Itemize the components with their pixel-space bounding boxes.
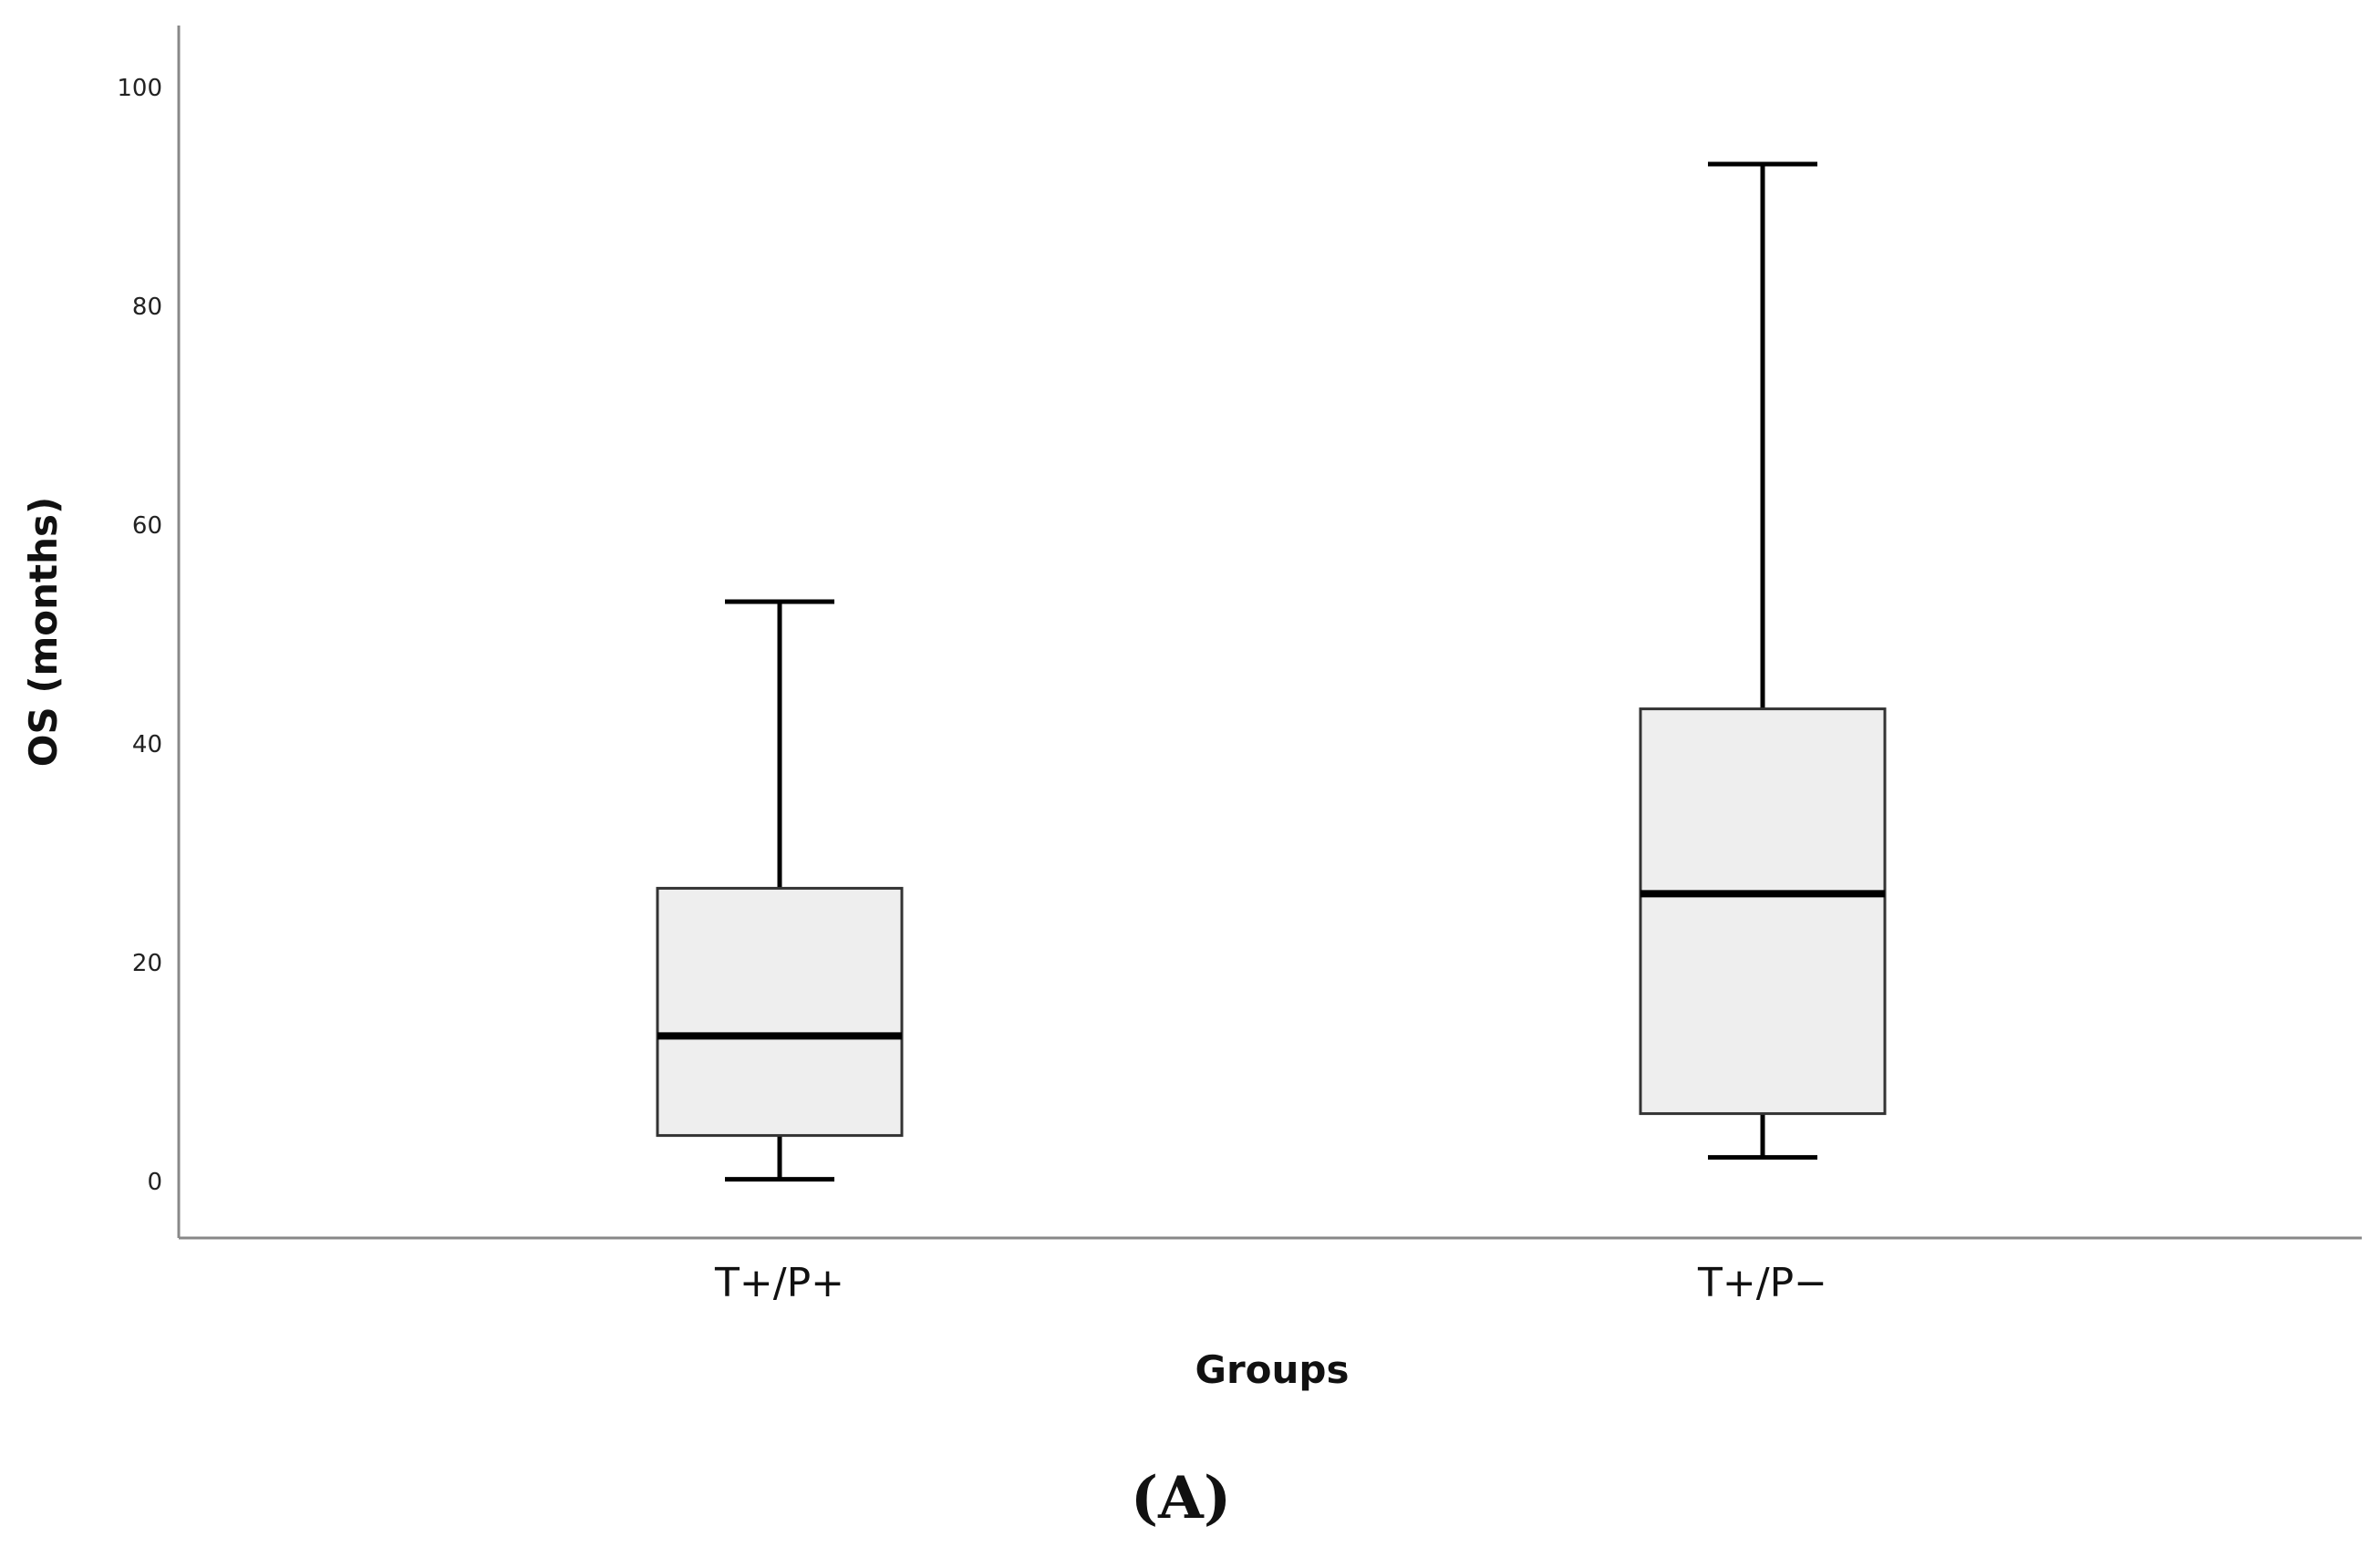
iqr-box [1639,707,1887,1116]
y-tick-label: 80 [132,294,162,321]
box-group [1639,161,1887,1160]
y-axis-title: OS (months) [21,497,66,767]
y-tick-label: 100 [117,75,162,102]
y-axis-ticks: 0 20 40 60 80 100 [117,75,162,1196]
box-series [656,161,1887,1182]
y-tick-label: 20 [132,950,162,977]
y-tick-label: 0 [147,1169,162,1196]
panel-label: (A) [1131,1464,1231,1532]
y-tick-label: 40 [132,731,162,758]
x-axis-title: Groups [1195,1347,1349,1392]
x-tick-label: T+/P+ [714,1260,844,1306]
x-axis-tick-labels: T+/P+ T+/P− [714,1260,1827,1306]
box-group [656,599,904,1182]
x-tick-label: T+/P− [1697,1260,1827,1306]
y-tick-label: 60 [132,512,162,540]
iqr-box [656,886,904,1138]
